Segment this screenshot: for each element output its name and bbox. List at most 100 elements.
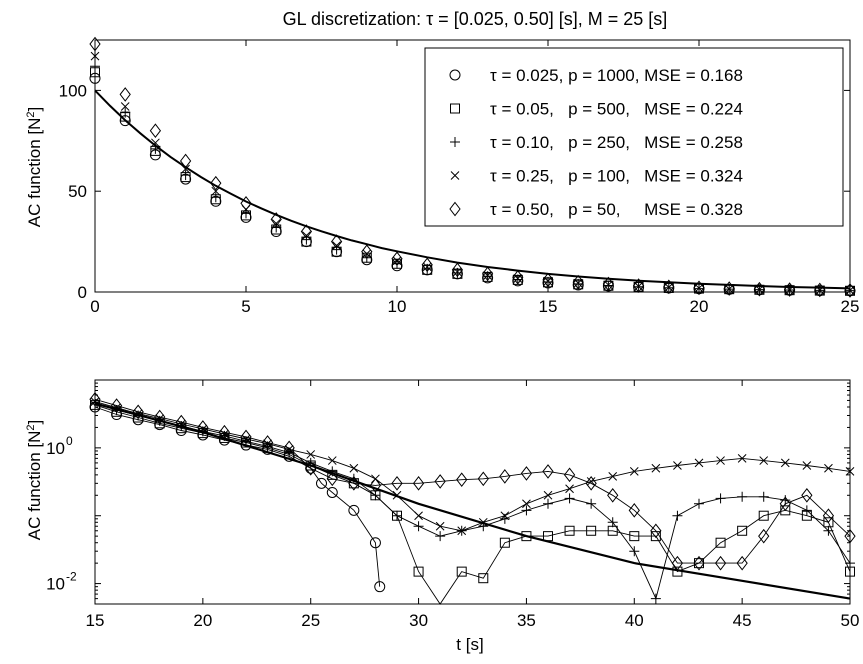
bottom-x-tick-label: 35 (517, 611, 536, 630)
top-point-series-3 (210, 192, 221, 203)
bottom-point-series-3 (543, 498, 553, 509)
top-point-series-5 (572, 274, 584, 290)
bottom-point-series-5 (520, 466, 533, 481)
legend-marker-4 (450, 171, 460, 180)
bottom-point-series-2 (456, 566, 467, 577)
bottom-series-line-3 (94, 402, 851, 600)
bottom-x-tick-label: 25 (301, 611, 320, 630)
top-y-tick-label: 50 (68, 182, 87, 201)
top-point-series-5 (814, 282, 826, 298)
bottom-point-series-4 (414, 511, 423, 521)
top-point-series-4 (181, 164, 190, 174)
bottom-y-tick-exponent: 0 (66, 434, 73, 448)
top-point-series-5 (844, 283, 856, 298)
top-point-series-5 (421, 257, 433, 273)
bottom-point-series-2 (737, 525, 748, 536)
bottom-point-series-4 (349, 463, 359, 473)
bottom-point-series-5 (89, 391, 101, 407)
bottom-point-series-3 (607, 517, 618, 528)
bottom-point-series-5 (779, 496, 791, 512)
legend-entry-3: τ = 0.10, p = 250, MSE = 0.258 (490, 133, 743, 152)
bottom-point-series-3 (305, 457, 316, 468)
bottom-point-series-4 (824, 463, 833, 473)
bottom-point-series-4 (565, 484, 574, 494)
bottom-x-tick-label: 45 (733, 611, 752, 630)
bottom-point-series-4 (586, 477, 596, 486)
bottom-point-series-3 (715, 493, 726, 504)
bottom-x-tick-label: 20 (193, 611, 212, 630)
bottom-point-series-4 (306, 450, 316, 459)
bottom-point-series-5 (844, 528, 856, 544)
top-point-series-4 (453, 267, 462, 277)
legend-box (424, 47, 844, 227)
bottom-point-series-4 (392, 490, 402, 500)
bottom-point-series-5 (261, 435, 274, 450)
chart-title: GL discretization: τ = [0.025, 0.50] [s]… (283, 9, 668, 29)
bottom-point-series-5 (671, 555, 684, 571)
top-point-series-4 (422, 262, 432, 272)
top-point-series-4 (90, 51, 100, 61)
bottom-point-series-4 (90, 397, 100, 406)
bottom-point-series-3 (521, 505, 532, 516)
bottom-point-series-3 (823, 525, 834, 536)
bottom-point-series-5 (650, 523, 662, 539)
top-point-series-4 (543, 276, 553, 286)
top-point-series-5 (89, 36, 101, 52)
top-y-axis-label: AC function [N2] (25, 107, 44, 227)
bottom-point-series-3 (413, 521, 424, 532)
bottom-point-series-4 (543, 490, 553, 500)
legend-entry-5: τ = 0.50, p = 50, MSE = 0.328 (490, 200, 743, 219)
bottom-point-series-2 (564, 525, 575, 536)
top-x-tick-label: 0 (90, 297, 99, 316)
bottom-y-tick-label: 10 (46, 575, 65, 594)
top-point-series-4 (151, 138, 160, 148)
legend-marker-2 (450, 103, 460, 114)
legend-marker-1 (449, 69, 461, 81)
bottom-x-tick-label: 50 (841, 611, 860, 630)
bottom-x-axis-label: t [s] (456, 635, 483, 654)
bottom-point-series-4 (737, 454, 747, 463)
bottom-point-series-5 (563, 467, 576, 483)
bottom-point-series-5 (369, 478, 382, 493)
bottom-point-series-5 (305, 460, 317, 476)
bottom-point-series-2 (499, 537, 510, 548)
bottom-point-series-2 (413, 566, 424, 577)
bottom-point-series-5 (542, 464, 554, 479)
bottom-point-series-5 (693, 555, 705, 571)
bottom-series-line-4 (94, 401, 851, 532)
bottom-point-series-1 (326, 486, 338, 498)
bottom-point-series-3 (672, 510, 683, 521)
top-point-series-4 (332, 241, 341, 250)
top-x-tick-label: 20 (690, 297, 709, 316)
bottom-point-series-4 (673, 461, 682, 470)
bottom-point-series-5 (434, 474, 446, 489)
bottom-point-series-4 (608, 472, 618, 481)
bottom-x-tick-label: 15 (86, 611, 105, 630)
top-point-series-5 (753, 281, 766, 297)
bottom-point-series-4 (694, 458, 704, 468)
bottom-point-series-3 (845, 558, 855, 569)
legend-marker-3 (450, 137, 460, 147)
bottom-point-series-4 (845, 467, 855, 476)
top-point-series-4 (483, 271, 492, 280)
bottom-point-series-5 (240, 429, 252, 445)
bottom-point-series-5 (585, 476, 597, 491)
top-point-series-5 (240, 195, 252, 211)
top-point-series-5 (300, 224, 313, 239)
bottom-x-tick-label: 30 (409, 611, 428, 630)
top-point-series-4 (513, 274, 523, 283)
bottom-point-series-2 (629, 531, 640, 542)
top-point-series-5 (783, 282, 796, 297)
bottom-point-series-5 (758, 528, 770, 544)
bottom-point-series-2 (650, 531, 661, 542)
bottom-y-tick-exponent: -2 (66, 570, 77, 584)
top-point-series-5 (723, 281, 735, 296)
bottom-point-series-5 (283, 440, 295, 456)
bottom-point-series-3 (801, 505, 812, 516)
bottom-point-series-5 (175, 414, 187, 430)
bottom-point-series-4 (284, 445, 294, 454)
top-point-series-3 (120, 107, 131, 118)
bottom-point-series-3 (564, 493, 575, 504)
